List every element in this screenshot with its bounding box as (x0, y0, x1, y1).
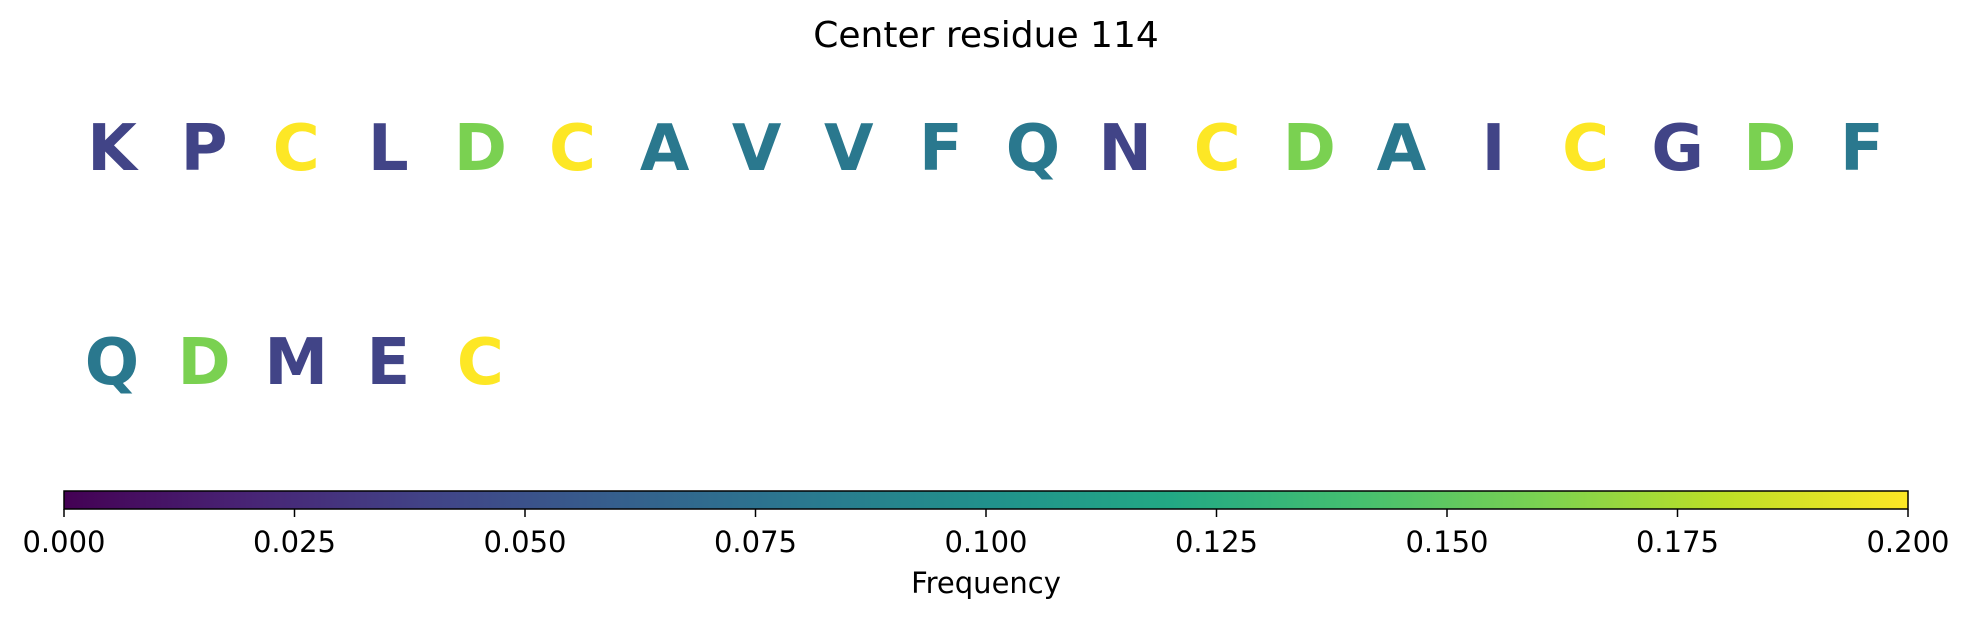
residue-letter: E (366, 326, 410, 400)
colorbar-tick-label: 0.175 (1636, 525, 1719, 559)
residue-letter: N (1098, 112, 1152, 186)
residue-letter: A (1377, 112, 1427, 186)
colorbar-tick-label: 0.125 (1175, 525, 1258, 559)
residue-letter: D (178, 326, 231, 400)
residue-letter: C (457, 326, 504, 400)
residue-letter: V (824, 112, 874, 186)
colorbar-tick-label: 0.025 (253, 525, 336, 559)
colorbar-tick-label: 0.050 (483, 525, 566, 559)
chart-title: Center residue 114 (813, 15, 1159, 56)
residue-letter: C (1562, 112, 1609, 186)
residue-letter: K (87, 112, 139, 186)
residue-letter: C (1194, 112, 1241, 186)
colorbar: 0.000 0.025 0.050 0.075 0.100 0.125 0.150 0.175… (22, 490, 1950, 600)
residue-letters: K P C L D C A V V F Q N C D A I C G D FQ D M E C (85, 112, 1884, 400)
residue-letter: L (368, 112, 409, 186)
residue-letter: Q (1006, 112, 1060, 186)
residue-letter: Q (85, 326, 139, 400)
colorbar-gradient (63, 490, 1909, 510)
colorbar-tick-label: 0.075 (714, 525, 797, 559)
residue-letter: D (1283, 112, 1336, 186)
residue-letter: D (1743, 112, 1796, 186)
colorbar-tick-label: 0.200 (1866, 525, 1949, 559)
colorbar-tick-label: 0.000 (22, 525, 105, 559)
residue-letter: C (549, 112, 596, 186)
colorbar-tick-label: 0.100 (944, 525, 1027, 559)
residue-letter: D (454, 112, 507, 186)
residue-letter: V (732, 112, 782, 186)
residue-letter: M (264, 326, 328, 400)
colorbar-label: Frequency (911, 566, 1061, 600)
colorbar-tick-label: 0.150 (1405, 525, 1488, 559)
residue-letter: A (640, 112, 690, 186)
residue-letter: P (181, 112, 228, 186)
residue-letter: I (1482, 112, 1506, 186)
residue-letter: C (273, 112, 320, 186)
residue-letter: G (1651, 112, 1704, 186)
residue-letter: F (1840, 112, 1884, 186)
colorbar-ticks: 0.000 0.025 0.050 0.075 0.100 0.125 0.150 0.175… (22, 509, 1950, 559)
residue-letter: F (919, 112, 963, 186)
